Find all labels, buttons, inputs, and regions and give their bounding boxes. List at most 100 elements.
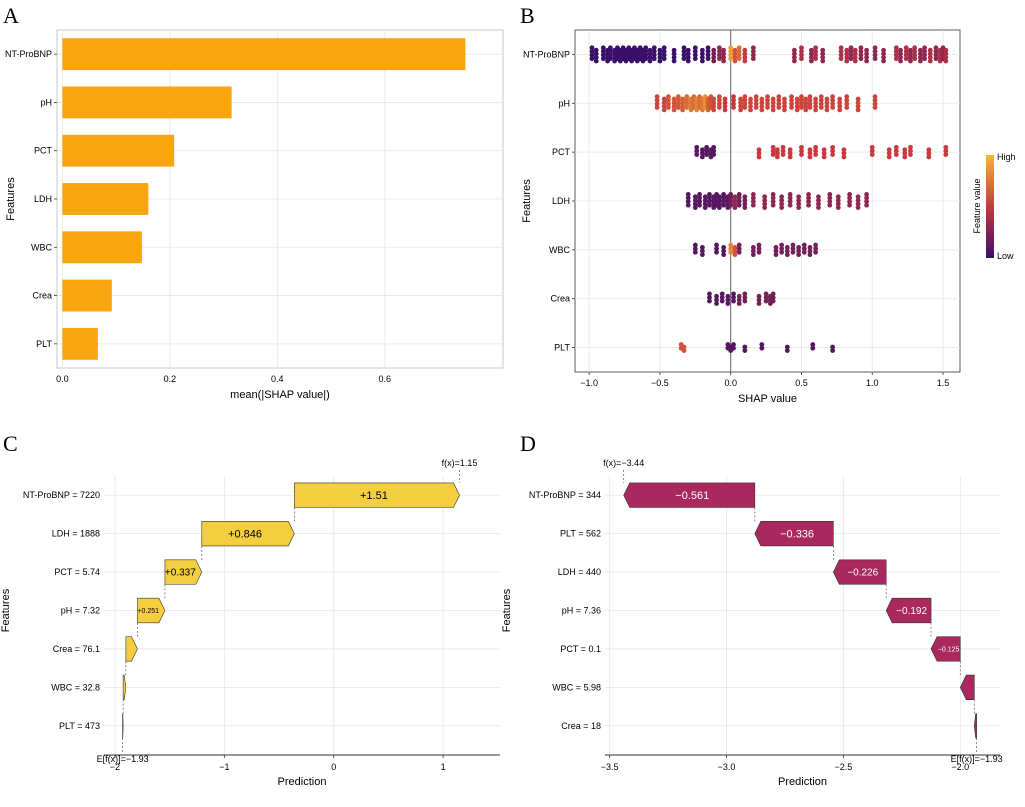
y-tick-label-nt-probnp-344: NT-ProBNP = 344	[529, 490, 601, 500]
point-nt-probnp	[607, 45, 613, 51]
point-plt	[742, 348, 748, 353]
point-ph	[844, 101, 850, 107]
point-ldh	[770, 199, 776, 205]
point-wbc	[756, 242, 762, 248]
point-pct	[711, 152, 717, 157]
panel-letter-d: D	[520, 431, 536, 456]
point-nt-probnp	[908, 47, 913, 53]
point-wbc	[728, 246, 734, 252]
point-ph	[722, 103, 728, 109]
point-pct	[699, 150, 705, 156]
point-nt-probnp	[881, 51, 886, 57]
point-nt-probnp	[736, 56, 742, 62]
point-crea	[736, 293, 742, 299]
point-ph	[776, 97, 782, 103]
point-nt-probnp	[647, 55, 653, 60]
point-ph	[753, 97, 759, 103]
point-ph	[789, 101, 794, 107]
point-nt-probnp	[721, 51, 727, 57]
point-nt-probnp	[742, 51, 748, 57]
point-nt-probnp	[844, 55, 850, 60]
point-plt	[759, 345, 765, 351]
point-wbc	[692, 249, 698, 255]
point-pct	[704, 148, 710, 154]
point-nt-probnp	[912, 56, 918, 62]
point-nt-probnp	[692, 52, 698, 58]
point-nt-probnp	[750, 49, 756, 54]
point-plt	[830, 348, 836, 353]
point-plt	[810, 342, 816, 347]
point-nt-probnp	[685, 58, 691, 64]
point-nt-probnp	[933, 49, 939, 54]
point-ldh	[685, 199, 691, 205]
point-pct	[886, 154, 892, 160]
x-tick-label: 0	[331, 762, 336, 772]
point-ph	[722, 107, 728, 113]
point-pct	[780, 144, 786, 150]
point-ldh	[864, 192, 869, 197]
point-plt	[681, 344, 687, 350]
point-pct	[813, 144, 819, 150]
point-pct	[699, 154, 705, 160]
point-ph	[666, 105, 671, 110]
point-ldh	[750, 202, 756, 208]
point-nt-probnp	[705, 56, 711, 62]
point-ldh	[721, 195, 727, 201]
point-ph	[722, 100, 728, 106]
point-crea	[719, 291, 725, 297]
point-pct	[902, 147, 908, 153]
point-nt-probnp	[922, 45, 928, 51]
panel-letter-c: C	[3, 431, 18, 456]
point-ldh	[864, 195, 869, 201]
point-pct	[902, 154, 908, 160]
point-wbc	[813, 249, 819, 255]
waterfall-bar-ph-7-36	[885, 597, 932, 624]
point-ph	[711, 96, 717, 102]
point-pct	[780, 152, 786, 157]
point-nt-probnp	[933, 52, 939, 58]
point-ldh	[707, 192, 712, 197]
point-pct	[807, 147, 813, 153]
point-nt-probnp	[589, 52, 595, 58]
y-tick-label-nt-probnp: NT-ProBNP	[5, 49, 52, 59]
point-ldh	[796, 201, 802, 207]
point-wbc	[784, 252, 790, 258]
point-ph	[680, 103, 685, 109]
point-nt-probnp	[600, 45, 606, 51]
bar-value-label-pct-5-74: +0.337	[165, 568, 196, 579]
point-nt-probnp	[651, 45, 657, 51]
point-ph	[731, 97, 736, 103]
point-nt-probnp	[927, 47, 933, 53]
point-nt-probnp	[736, 52, 742, 58]
point-crea	[731, 298, 736, 304]
efx-label: E[f(x)]=−1.93	[951, 754, 1003, 764]
point-ph	[807, 97, 813, 103]
point-ph	[776, 105, 782, 110]
point-ldh	[762, 198, 768, 203]
point-nt-probnp	[852, 58, 858, 64]
y-tick-label-ldh: LDH	[552, 196, 570, 206]
point-ldh	[847, 199, 852, 205]
point-wbc	[750, 248, 756, 254]
point-nt-probnp	[912, 49, 918, 54]
y-tick-label-crea: Crea	[32, 291, 52, 301]
point-ldh	[779, 198, 785, 203]
point-nt-probnp	[799, 45, 804, 51]
panel-letter-b: B	[520, 3, 535, 28]
point-nt-probnp	[927, 58, 933, 64]
point-ldh	[770, 195, 776, 201]
point-pct	[711, 144, 717, 150]
point-ph	[666, 101, 671, 107]
bar-pct	[62, 134, 175, 167]
point-wbc	[779, 249, 785, 255]
point-nt-probnp	[593, 58, 599, 64]
point-nt-probnp	[848, 52, 854, 58]
y-axis-label: Features	[0, 588, 12, 632]
point-ldh	[721, 199, 727, 205]
x-tick-label: 1.0	[866, 378, 879, 388]
point-ph	[765, 97, 770, 103]
point-ph	[813, 103, 819, 109]
point-nt-probnp	[742, 47, 748, 53]
point-nt-probnp	[647, 58, 653, 64]
point-nt-probnp	[893, 49, 899, 54]
